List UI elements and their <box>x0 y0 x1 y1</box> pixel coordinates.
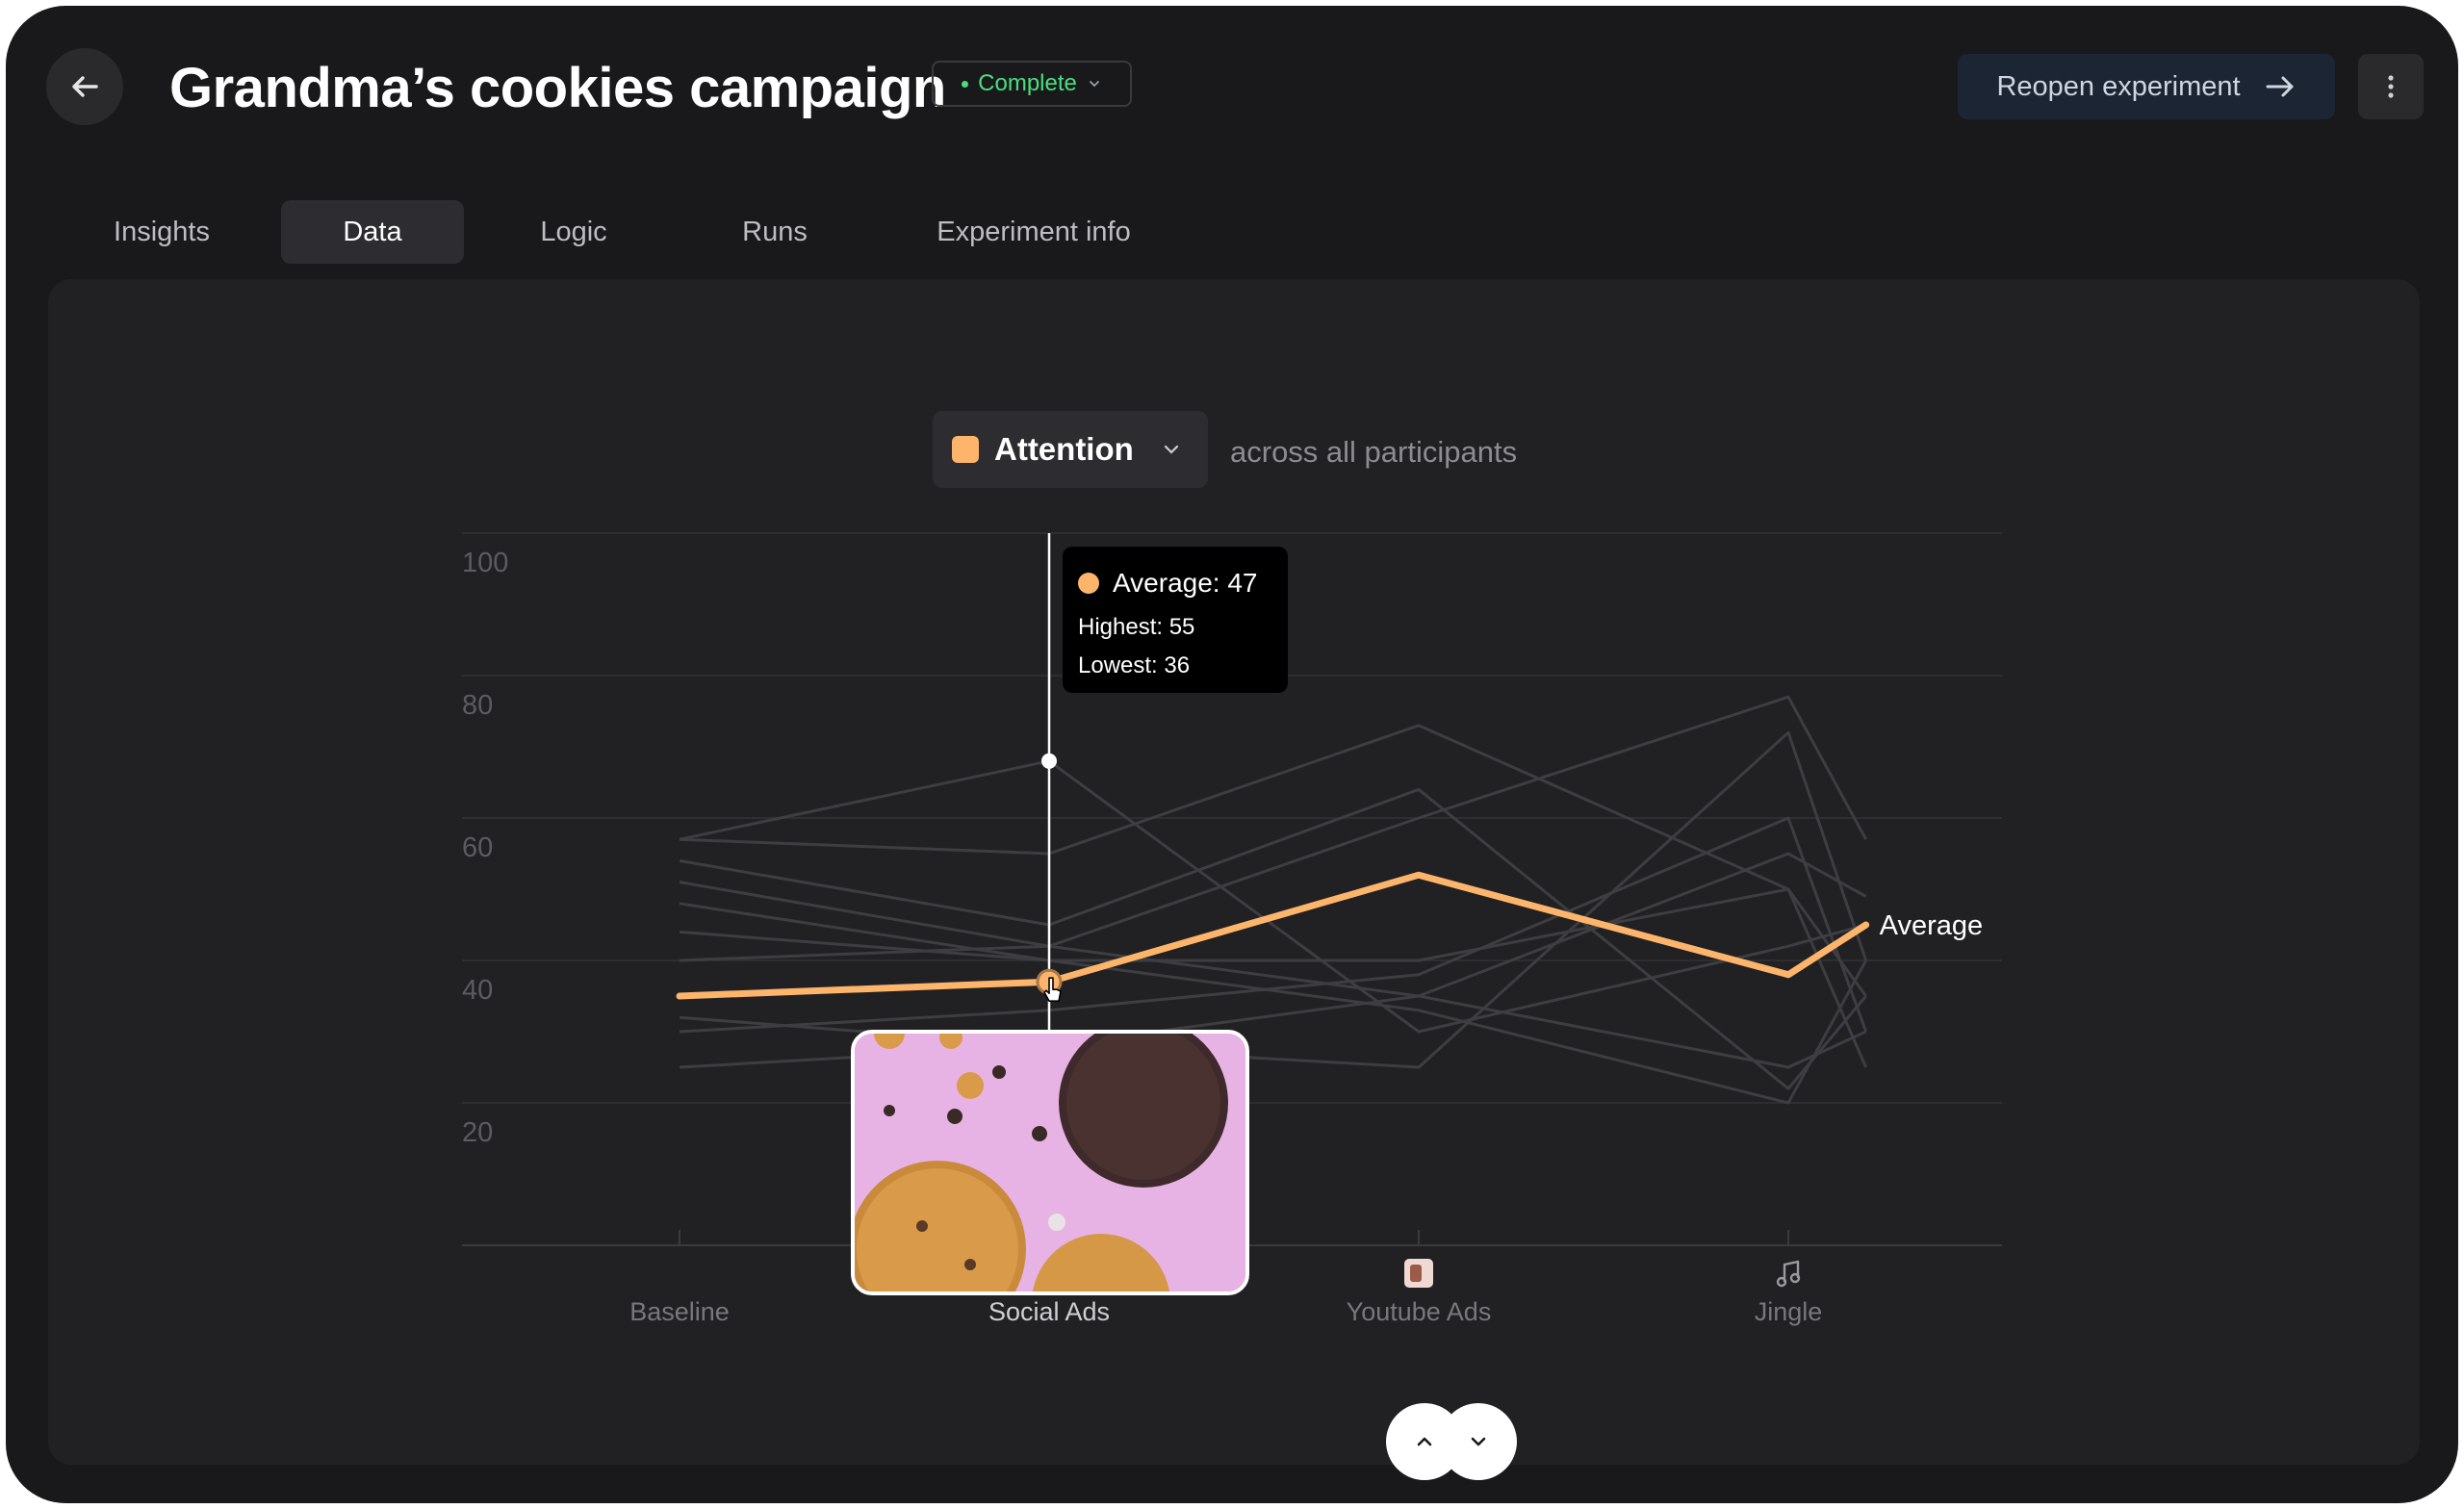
reopen-experiment-label: Reopen experiment <box>1996 70 2241 102</box>
arrow-left-icon <box>72 76 98 97</box>
y-tick-label: 100 <box>462 548 508 578</box>
music-note-icon <box>1776 1260 1801 1288</box>
tooltip-average: Average: 47 <box>1113 568 1258 598</box>
tab-insights[interactable]: Insights <box>114 216 210 247</box>
participant-line <box>679 759 1867 1034</box>
app-window: Grandma’s cookies campaign Complete Reop… <box>6 6 2458 1503</box>
arrow-right-icon <box>2266 76 2294 97</box>
page-title: Grandma’s cookies campaign <box>169 57 946 119</box>
chevron-down-icon <box>1471 1437 1486 1446</box>
more-options-button[interactable] <box>2358 54 2424 119</box>
social-ads-stimulus-thumbnail[interactable] <box>851 1030 1249 1295</box>
cookies-image <box>855 1034 1245 1292</box>
hand-cursor-icon <box>1043 977 1062 1003</box>
y-tick-label: 80 <box>462 690 493 721</box>
tooltip-highest: Highest: 55 <box>1078 614 1195 640</box>
tab-logic[interactable]: Logic <box>540 216 607 247</box>
y-tick-label: 60 <box>462 832 493 863</box>
metric-dropdown[interactable]: Attention <box>933 411 1208 488</box>
metric-scope-text: across all participants <box>1230 435 1518 469</box>
x-tick-label: Social Ads <box>988 1297 1110 1326</box>
metric-label: Attention <box>994 431 1134 467</box>
chevron-down-icon <box>1089 81 1099 88</box>
video-thumbnail-icon <box>1404 1259 1433 1288</box>
y-tick-label: 40 <box>462 975 493 1006</box>
average-series-label: Average <box>1880 910 1984 941</box>
x-tick-label: Baseline <box>629 1297 730 1326</box>
chevron-down-icon <box>1164 445 1178 454</box>
tab-runs[interactable]: Runs <box>742 216 808 247</box>
tab-data[interactable]: Data <box>281 200 464 264</box>
tooltip-lowest: Lowest: 36 <box>1078 652 1191 678</box>
x-tick-label: Youtube Ads <box>1347 1297 1492 1326</box>
metric-color-swatch <box>952 436 979 463</box>
reopen-experiment-button[interactable]: Reopen experiment <box>1958 54 2335 119</box>
average-line <box>676 871 1870 1000</box>
back-button[interactable] <box>46 48 123 125</box>
scroll-down-button[interactable] <box>1440 1403 1517 1480</box>
participant-line <box>679 695 1867 948</box>
status-dot-icon <box>962 80 969 88</box>
status-label: Complete <box>978 70 1077 96</box>
participant-line <box>679 887 1867 997</box>
chevron-up-icon <box>1417 1437 1432 1446</box>
hover-tooltip: Average: 47 Highest: 55 Lowest: 36 <box>1063 547 1288 693</box>
tab-experiment-info[interactable]: Experiment info <box>937 216 1131 247</box>
y-tick-label: 20 <box>462 1117 493 1148</box>
x-tick-label: Jingle <box>1755 1297 1823 1326</box>
kebab-menu-icon <box>2388 75 2394 98</box>
participant-line <box>679 724 1868 1068</box>
status-dropdown[interactable]: Complete <box>932 61 1132 107</box>
tooltip-color-dot <box>1078 573 1099 594</box>
participant-line <box>679 816 1868 1034</box>
hover-highest-point <box>1041 753 1057 769</box>
